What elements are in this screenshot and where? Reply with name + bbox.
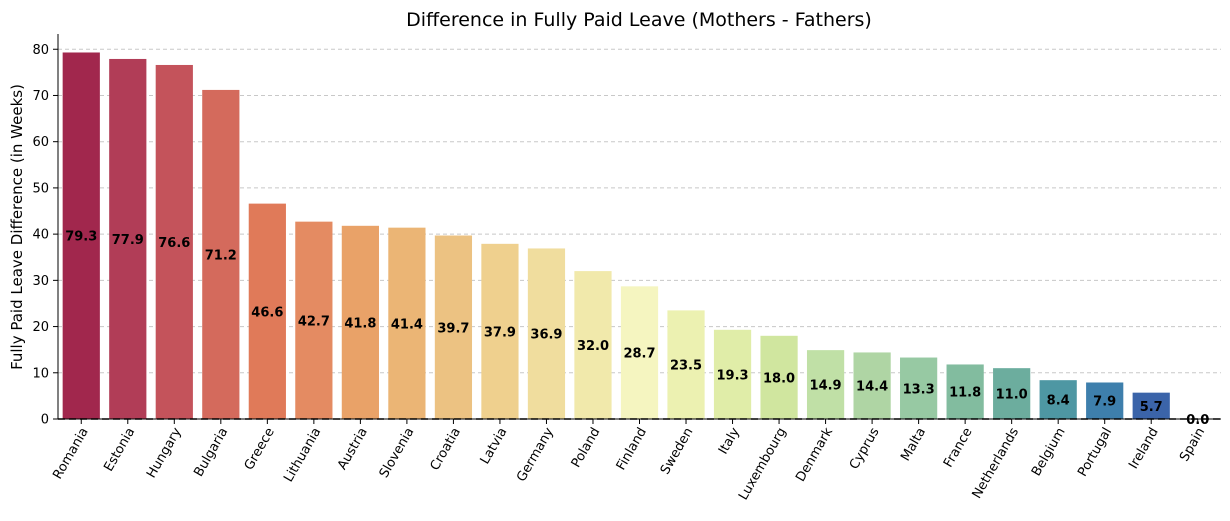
- x-tick-label: Finland: [614, 425, 650, 473]
- bar: [388, 227, 426, 419]
- bar-value-label: 37.9: [484, 325, 516, 340]
- bar: [667, 310, 705, 419]
- x-tick-label: Latvia: [478, 425, 511, 467]
- x-tick-label: Bulgaria: [191, 425, 231, 479]
- bar: [109, 58, 147, 420]
- bar: [248, 203, 286, 419]
- bar: [62, 52, 100, 419]
- bar: [1086, 382, 1124, 419]
- bar-value-label: 76.6: [158, 236, 190, 251]
- bar: [993, 368, 1031, 419]
- bar-value-label: 11.8: [949, 386, 981, 401]
- y-tick-label: 50: [32, 181, 49, 196]
- y-tick-label: 20: [32, 320, 49, 335]
- y-axis-label: Fully Paid Leave Difference (in Weeks): [8, 84, 26, 370]
- x-tick-label: Poland: [569, 425, 604, 470]
- x-tick-label: Slovenia: [377, 425, 418, 480]
- bar-value-label: 0.0: [1186, 413, 1209, 428]
- x-tick-label: Estonia: [101, 425, 138, 474]
- x-tick-label: Portugal: [1075, 425, 1115, 479]
- bar-value-label: 7.9: [1093, 395, 1116, 410]
- bar-value-label: 32.0: [577, 339, 609, 354]
- x-tick-label: Germany: [514, 425, 557, 485]
- y-tick-label: 40: [32, 228, 49, 243]
- bar: [806, 350, 845, 419]
- y-tick-label: 80: [32, 43, 49, 58]
- y-tick-label: 0: [41, 413, 49, 428]
- bar-value-label: 79.3: [65, 230, 97, 245]
- bar-value-label: 28.7: [623, 347, 655, 362]
- x-tick-label: Netherlands: [970, 425, 1023, 501]
- x-axis-ticks: Romania Estonia Hungary Bulgaria Greece Lithu…: [50, 419, 1208, 503]
- x-tick-label: Austria: [335, 425, 371, 472]
- axes: [57, 34, 1221, 420]
- bar-value-label: 8.4: [1047, 394, 1070, 409]
- y-tick-label: 30: [32, 274, 49, 289]
- bar-value-label: 42.7: [298, 314, 330, 329]
- bar-value-label: 39.7: [437, 321, 469, 336]
- bar-value-label: 14.9: [810, 379, 842, 394]
- bar-value-label: 71.2: [205, 248, 237, 263]
- bar: [853, 352, 891, 419]
- bar: [713, 329, 752, 419]
- bar: [760, 335, 798, 419]
- x-tick-label: Ireland: [1126, 425, 1161, 471]
- bar-value-label: 41.8: [344, 316, 376, 331]
- bar-value-label: 23.5: [670, 359, 702, 374]
- bar: [295, 221, 333, 419]
- bars-group: [62, 52, 1170, 420]
- bar: [341, 225, 379, 419]
- chart-title: Difference in Fully Paid Leave (Mothers …: [406, 9, 872, 31]
- value-labels: 79.3 77.9 76.6 71.2 46.6 42.7 41.8 41.4 39.7 37.9…: [65, 230, 1209, 428]
- bar: [620, 286, 659, 419]
- y-tick-label: 60: [32, 135, 49, 150]
- y-tick-label: 10: [32, 366, 49, 381]
- x-tick-label: Hungary: [144, 425, 185, 481]
- bar-value-label: 18.0: [763, 371, 795, 386]
- x-tick-label: Denmark: [793, 425, 836, 485]
- x-tick-label: Cyprus: [847, 425, 883, 472]
- bar-value-label: 13.3: [903, 382, 935, 397]
- y-axis-ticks: 0 10 20 30 40 50 60 70 80: [32, 43, 58, 428]
- bar: [155, 64, 193, 420]
- bar-value-label: 36.9: [530, 328, 562, 343]
- x-tick-label: Belgium: [1029, 425, 1069, 479]
- x-tick-label: Sweden: [658, 425, 697, 477]
- x-tick-label: Greece: [242, 425, 278, 473]
- bar: [1039, 380, 1077, 419]
- bar: [1132, 392, 1170, 419]
- x-tick-label: Romania: [50, 425, 91, 482]
- bar-value-label: 19.3: [717, 368, 749, 383]
- bar: [481, 243, 519, 419]
- y-tick-label: 70: [32, 89, 49, 104]
- bar: [527, 248, 566, 419]
- x-tick-label: Malta: [898, 425, 929, 464]
- x-tick-label: Croatia: [428, 425, 464, 473]
- bar: [946, 364, 984, 419]
- bar-value-label: 11.0: [996, 388, 1028, 403]
- bar-value-label: 14.4: [856, 380, 888, 395]
- x-tick-label: Italy: [716, 425, 743, 457]
- bar-value-label: 46.6: [251, 305, 283, 320]
- x-tick-label: Lithuania: [281, 425, 324, 485]
- bar-value-label: 5.7: [1140, 400, 1163, 415]
- bar: [900, 357, 938, 419]
- bar: [434, 235, 473, 419]
- bar-value-label: 41.4: [391, 317, 423, 332]
- bar: [574, 271, 612, 419]
- x-tick-label: France: [941, 425, 976, 470]
- bar-value-label: 77.9: [112, 233, 144, 248]
- bar: [202, 89, 240, 419]
- x-tick-label: Luxembourg: [736, 425, 790, 503]
- x-tick-label: Spain: [1177, 425, 1208, 464]
